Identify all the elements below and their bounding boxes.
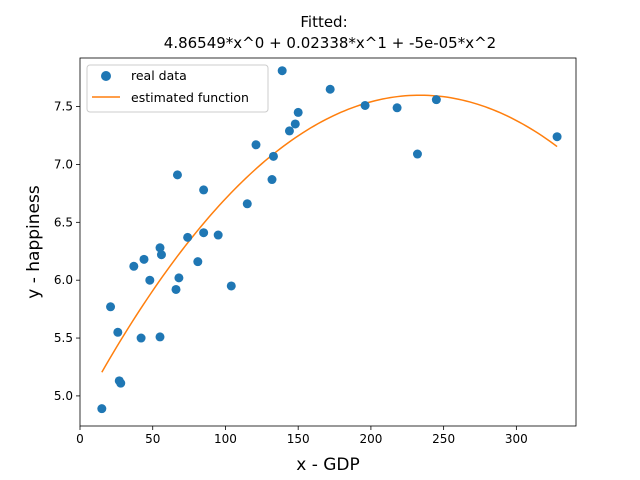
data-point	[145, 275, 155, 285]
y-tick-label: 7.0	[54, 157, 73, 171]
data-point	[293, 107, 303, 117]
data-point	[290, 119, 300, 129]
y-tick-label: 5.5	[54, 331, 73, 345]
legend-label-real-data: real data	[131, 68, 187, 83]
x-tick-label: 250	[432, 432, 455, 446]
data-point	[552, 132, 562, 142]
data-point	[360, 100, 370, 110]
y-axis-ticks: 5.0 5.5 6.0 6.5 7.0 7.5	[54, 100, 80, 403]
data-point	[106, 302, 116, 312]
data-point	[268, 151, 278, 161]
data-point	[155, 332, 165, 342]
x-tick-label: 200	[359, 432, 382, 446]
data-point	[155, 243, 165, 253]
data-point	[116, 378, 126, 388]
plot-area	[80, 58, 576, 426]
data-point	[431, 95, 441, 105]
data-point	[193, 257, 203, 267]
y-axis-label: y - happiness	[24, 185, 44, 299]
data-point	[325, 84, 335, 94]
data-point	[174, 273, 184, 283]
data-point	[412, 149, 422, 159]
x-tick-label: 100	[214, 432, 237, 446]
data-point	[392, 103, 402, 113]
data-point	[97, 404, 107, 414]
data-point	[213, 230, 223, 240]
data-point	[199, 185, 209, 195]
fitted-curve-line	[101, 94, 558, 373]
data-point	[139, 254, 149, 264]
x-axis-ticks: 0 50 100 150 200 250 300	[76, 426, 528, 446]
data-point	[129, 261, 139, 271]
x-tick-label: 150	[287, 432, 310, 446]
legend: real data estimated function	[86, 64, 269, 113]
data-point	[251, 140, 261, 150]
data-point	[113, 327, 123, 337]
plot-frame	[79, 57, 577, 427]
data-point	[172, 170, 182, 180]
x-tick-label: 50	[145, 432, 160, 446]
x-tick-label: 300	[505, 432, 528, 446]
x-axis-label: x - GDP	[296, 455, 360, 475]
data-point	[284, 126, 294, 136]
data-point	[136, 333, 146, 343]
data-point	[267, 175, 277, 185]
data-point	[156, 250, 166, 260]
y-tick-label: 7.5	[54, 100, 73, 114]
legend-label-estimated-function: estimated function	[131, 90, 249, 105]
legend-marker-real-data	[101, 71, 111, 81]
legend-box	[86, 64, 269, 113]
data-point	[277, 66, 287, 76]
plot-layer	[97, 66, 562, 414]
y-tick-label: 6.0	[54, 273, 73, 287]
data-point	[199, 228, 209, 238]
data-point	[171, 284, 181, 294]
x-tick-label: 0	[76, 432, 84, 446]
y-tick-label: 6.5	[54, 215, 73, 229]
data-point	[226, 281, 236, 291]
chart-title-line2: 4.86549*x^0 + 0.02338*x^1 + -5e-05*x^2	[164, 34, 496, 52]
data-point	[183, 232, 193, 242]
data-point	[242, 199, 252, 209]
y-tick-label: 5.0	[54, 389, 73, 403]
chart-title-line1: Fitted:	[300, 13, 347, 31]
